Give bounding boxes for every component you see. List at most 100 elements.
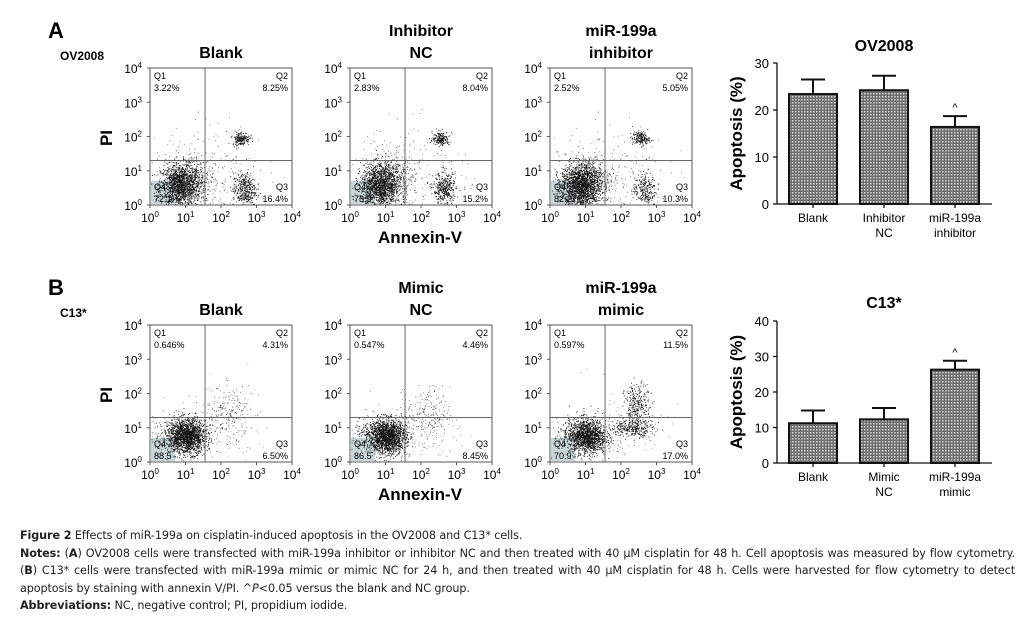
q4-label: Q4: [154, 439, 166, 449]
x-tick-label: 104: [483, 467, 501, 482]
x-tick-label: 103: [648, 210, 666, 225]
scatter-points: [351, 109, 475, 205]
flow-plot: miR-199a mimic Q1 0.597% Q2 11.5% Q3 17.0% Q4 70.…: [524, 280, 701, 482]
y-tick-label: 102: [524, 130, 542, 145]
panel-letter: B: [48, 275, 64, 300]
x-tick-label: 102: [412, 210, 430, 225]
x-tick-label: 103: [448, 210, 466, 225]
y-tick-label: 104: [324, 61, 342, 76]
q2-label: Q2: [676, 71, 688, 81]
y-tick-label: 104: [524, 318, 542, 333]
q4-highlight: [351, 438, 375, 461]
y-tick-label: 0: [762, 197, 769, 212]
x-tick-label: 100: [141, 210, 159, 225]
significance-marker: ^: [952, 347, 958, 359]
q3-label: Q3: [476, 439, 488, 449]
q3-label: Q3: [476, 182, 488, 192]
q2-label: Q2: [676, 328, 688, 338]
chart-title: OV2008: [855, 38, 914, 55]
y-tick-label: 101: [324, 164, 342, 179]
x-tick-label: 101: [377, 210, 395, 225]
x-tick-label: miR-199a: [929, 211, 981, 225]
q4-label: Q4: [354, 182, 366, 192]
y-tick-label: 40: [755, 314, 769, 329]
q1-value: 0.547%: [354, 340, 385, 350]
x-tick-label: 102: [412, 467, 430, 482]
scatter-points: [551, 368, 679, 462]
q2-value: 11.5%: [663, 340, 688, 350]
x-tick-label: 103: [448, 467, 466, 482]
panel-b: B C13* PI Annexin-V Blank Q1 0.646% Q2 4.31% Q3 6.…: [48, 275, 701, 504]
y-tick-label: 0: [762, 456, 769, 471]
q1-label: Q1: [154, 71, 166, 81]
bar-chart-ov2008: OV2008 Apoptosis (%) 0 10 20 30 Blank Inhibitor…: [727, 38, 992, 240]
flow-plot: MimicNCQ10.547%Q24.46%Q38.45%Q486.510010…: [324, 280, 501, 482]
y-tick-label: 103: [524, 352, 542, 367]
flow-plot-title: Inhibitor: [389, 23, 453, 40]
cell-line-label: OV2008: [60, 49, 104, 63]
chart-ylabel: Apoptosis (%): [727, 76, 746, 190]
y-tick-label: 101: [124, 164, 142, 179]
q3-value: 6.50%: [262, 451, 288, 461]
bar: [859, 89, 909, 205]
flow-plot: Inhibitor NC Q1 2.83% Q2 8.04% Q3 15.2% Q4 73.9 10…: [324, 23, 501, 225]
q1-value: 3.22%: [154, 83, 180, 93]
x-tick-label: 101: [177, 210, 195, 225]
y-tick-label: 104: [524, 61, 542, 76]
q1-label: Q1: [554, 71, 566, 81]
x-tick-label: 104: [683, 467, 701, 482]
x-tick-label: 102: [212, 467, 230, 482]
flow-plot-title: NC: [409, 302, 433, 319]
x-tick-label: 103: [248, 210, 266, 225]
x-tick-label: 104: [483, 210, 501, 225]
q1-value: 2.83%: [354, 83, 380, 93]
y-tick-label: 101: [324, 421, 342, 436]
scatter-points: [351, 385, 472, 462]
x-tick-label: 104: [283, 467, 301, 482]
notes-label: Notes:: [20, 546, 61, 560]
scatter-points: [552, 111, 685, 205]
x-tick-label: 101: [577, 210, 595, 225]
q1-value: 0.597%: [554, 340, 585, 350]
x-tick-label: 103: [648, 467, 666, 482]
chart-ylabel: Apoptosis (%): [727, 335, 746, 449]
q3-value: 17.0%: [662, 451, 688, 461]
flow-plot-title: mimic: [598, 302, 644, 319]
y-tick-label: 104: [124, 318, 142, 333]
q3-label: Q3: [276, 439, 288, 449]
x-tick-label: 100: [141, 467, 159, 482]
x-tick-label: mimic: [939, 485, 970, 499]
q4-value: 73.9: [354, 194, 372, 204]
y-tick-label: 101: [524, 164, 542, 179]
x-tick-label: NC: [875, 485, 893, 499]
y-tick-label: 100: [524, 455, 542, 470]
x-tick-label: 101: [177, 467, 195, 482]
flow-plot-title: Blank: [199, 302, 243, 319]
y-tick-label: 30: [755, 350, 769, 365]
q3-value: 15.2%: [462, 194, 488, 204]
x-tick-label: 103: [248, 467, 266, 482]
abbreviations-label: Abbreviations:: [20, 599, 112, 613]
x-tick-label: 104: [283, 210, 301, 225]
y-tick-label: 100: [324, 198, 342, 213]
y-tick-label: 103: [324, 95, 342, 110]
y-tick-label: 103: [124, 95, 142, 110]
y-tick-label: 104: [124, 61, 142, 76]
q2-value: 8.25%: [262, 83, 288, 93]
scatter-points: [151, 363, 276, 462]
q3-label: Q3: [676, 182, 688, 192]
x-tick-label: Blank: [798, 211, 829, 225]
notes-b-text: ) C13* cells were transfected with miR-1…: [20, 564, 1015, 595]
x-tick-label: miR-199a: [929, 470, 981, 484]
x-tick-label: Mimic: [868, 470, 899, 484]
y-tick-label: 103: [324, 352, 342, 367]
q3-value: 10.3%: [662, 194, 688, 204]
bar: [788, 422, 838, 464]
y-tick-label: 102: [124, 387, 142, 402]
x-tick-label: 102: [612, 467, 630, 482]
panel-letter: A: [48, 18, 64, 43]
q1-label: Q1: [354, 328, 366, 338]
notes-panel-a: A: [68, 546, 78, 560]
